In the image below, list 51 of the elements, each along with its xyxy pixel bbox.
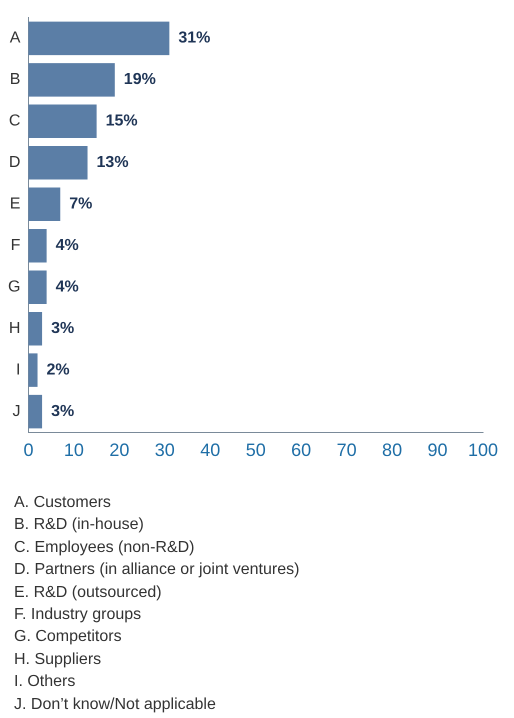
text: F. Industry groups bbox=[14, 605, 142, 626]
bar bbox=[28, 312, 42, 346]
text: D. Partners (in alliance or joint ventures) bbox=[14, 560, 300, 580]
x-tick-label: 50 bbox=[246, 440, 266, 460]
x-tick-label: 90 bbox=[428, 440, 448, 460]
data-label: 19% bbox=[124, 71, 156, 88]
x-tick-label: 70 bbox=[336, 440, 357, 460]
text: J. Don’t know/Not applicable bbox=[14, 694, 217, 715]
text: A. Customers bbox=[14, 493, 112, 513]
y-tick-label: A bbox=[10, 30, 21, 47]
x-tick-label: 30 bbox=[154, 440, 175, 460]
x-tick-label: 100 bbox=[468, 440, 498, 460]
data-label: 15% bbox=[106, 112, 138, 130]
bar bbox=[28, 353, 38, 387]
bar bbox=[28, 228, 47, 262]
x-tick-label: 20 bbox=[109, 440, 130, 460]
bar bbox=[28, 63, 115, 97]
bar bbox=[28, 188, 60, 222]
data-label: 4% bbox=[56, 278, 79, 296]
text: G. Competitors bbox=[14, 627, 123, 648]
text: I. Others bbox=[14, 672, 76, 692]
data-label: 3% bbox=[51, 403, 74, 420]
text: B. R&D (in-house) bbox=[14, 515, 145, 536]
data-label: 4% bbox=[56, 237, 79, 254]
y-tick-label: B bbox=[10, 71, 20, 88]
bar bbox=[28, 104, 97, 138]
x-tick-label: 80 bbox=[382, 440, 402, 460]
bar bbox=[28, 22, 170, 56]
bar bbox=[28, 146, 88, 180]
bar bbox=[28, 394, 42, 428]
data-label: 3% bbox=[51, 320, 74, 338]
x-tick-label: 40 bbox=[200, 440, 220, 460]
data-label: 2% bbox=[46, 362, 70, 379]
y-tick-label: F bbox=[10, 237, 21, 254]
x-tick-label: 60 bbox=[291, 440, 312, 460]
text: C. Employees (non-R&D) bbox=[14, 538, 196, 558]
text: H. Suppliers bbox=[14, 650, 102, 670]
y-tick-label: J bbox=[12, 403, 20, 420]
y-tick-label: H bbox=[8, 320, 20, 338]
data-label: 13% bbox=[96, 154, 129, 172]
y-tick-label: I bbox=[16, 362, 20, 379]
y-tick-label: D bbox=[8, 154, 20, 172]
y-tick-label: C bbox=[8, 112, 20, 130]
data-label: 31% bbox=[178, 30, 210, 47]
text: E. R&D (outsourced) bbox=[14, 582, 163, 603]
y-tick-label: G bbox=[8, 278, 20, 296]
data-label: 7% bbox=[69, 196, 92, 213]
x-tick-label: 0 bbox=[23, 440, 34, 460]
bar bbox=[28, 270, 47, 304]
x-tick-label: 10 bbox=[64, 440, 84, 460]
y-tick-label: E bbox=[10, 196, 20, 213]
